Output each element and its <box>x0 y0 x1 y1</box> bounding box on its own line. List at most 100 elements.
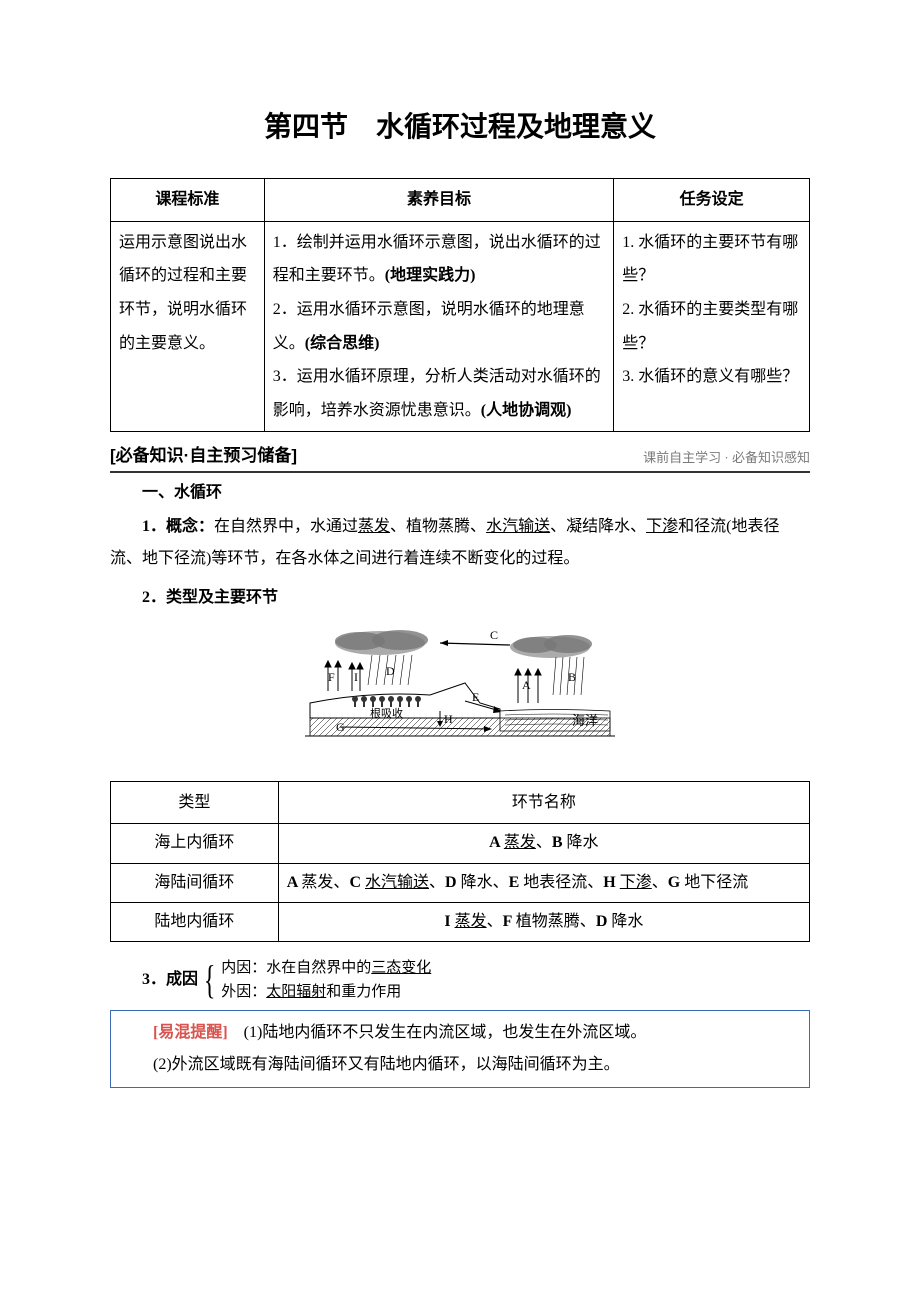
underline-text: 下渗 <box>620 874 652 891</box>
text: 降水 <box>567 834 599 851</box>
label-h: H <box>444 712 453 726</box>
label-b: B <box>568 670 576 684</box>
th-type: 类型 <box>111 781 279 824</box>
text: 植物蒸腾、 <box>516 913 596 930</box>
th-steps: 环节名称 <box>278 781 809 824</box>
label-concept: 1．概念： <box>142 518 214 535</box>
label-i: I <box>354 670 358 684</box>
section-subtitle: 课前自主学习 · 必备知识感知 <box>643 446 810 471</box>
text: 在自然界中，水通过 <box>214 518 358 535</box>
cloud-right <box>510 635 592 658</box>
label-f: F <box>328 670 335 684</box>
text: 内因：水在自然界中的 <box>221 960 371 976</box>
text: 、 <box>652 874 668 891</box>
label-c: C <box>490 628 498 642</box>
underline-text: 下渗 <box>646 518 678 535</box>
td-steps: I 蒸发、F 植物蒸腾、D 降水 <box>278 902 809 941</box>
bold-text: E <box>509 874 524 891</box>
standards-table: 课程标准 素养目标 任务设定 运用示意图说出水循环的过程和主要环节，说明水循环的… <box>110 178 810 432</box>
td-type: 陆地内循环 <box>111 902 279 941</box>
td-standard: 运用示意图说出水循环的过程和主要环节，说明水循环的主要意义。 <box>111 221 265 432</box>
text: 蒸发、 <box>301 874 349 891</box>
underline-text: 水汽输送 <box>486 518 550 535</box>
goal-item: 1．绘制并运用水循环示意图，说出水循环的过程和主要环节。(地理实践力) <box>273 226 606 293</box>
label-d: D <box>386 664 395 678</box>
cause-block: 3．成因 { 内因：水在自然界中的三态变化 外因：太阳辐射和重力作用 <box>110 956 810 1004</box>
text: 外因： <box>221 984 266 1000</box>
cause-lead: 3．成因 <box>142 965 198 995</box>
text: 地表径流、 <box>523 874 603 891</box>
table-row: 海陆间循环A 蒸发、C 水汽输送、D 降水、E 地表径流、H 下渗、G 地下径流 <box>111 863 810 902</box>
text: 、 <box>536 834 552 851</box>
bold-text: A <box>489 834 504 851</box>
bold-text: B <box>552 834 567 851</box>
label-a: A <box>522 678 531 692</box>
cause-line-2: 外因：太阳辐射和重力作用 <box>221 980 431 1004</box>
td-goal: 1．绘制并运用水循环示意图，说出水循环的过程和主要环节。(地理实践力)2．运用水… <box>264 221 614 432</box>
task-item: 1. 水循环的主要环节有哪些？ <box>622 226 801 293</box>
underline-text: 水汽输送 <box>365 874 429 891</box>
cause-lines: 内因：水在自然界中的三态变化 外因：太阳辐射和重力作用 <box>221 956 431 1004</box>
text: 、植物蒸腾、 <box>390 518 486 535</box>
bold-text: C <box>349 874 365 891</box>
bold-text: A <box>287 874 302 891</box>
th-standard: 课程标准 <box>111 179 265 222</box>
td-type: 海陆间循环 <box>111 863 279 902</box>
goal-item: 3．运用水循环原理，分析人类活动对水循环的影响，培养水资源忧患意识。(人地协调观… <box>273 360 606 427</box>
bold-text: I <box>444 913 454 930</box>
table-row: 陆地内循环I 蒸发、F 植物蒸腾、D 降水 <box>111 902 810 941</box>
td-steps: A 蒸发、B 降水 <box>278 824 809 863</box>
cause-line-1: 内因：水在自然界中的三态变化 <box>221 956 431 980</box>
goal-item: 2．运用水循环示意图，说明水循环的地理意义。(综合思维) <box>273 293 606 360</box>
table-header-row: 课程标准 素养目标 任务设定 <box>111 179 810 222</box>
callout-box: [易混提醒] (1)陆地内循环不只发生在内流区域，也发生在外流区域。 (2)外流… <box>110 1010 810 1088</box>
callout-line-2: (2)外流区域既有海陆间循环又有陆地内循环，以海陆间循环为主。 <box>121 1049 799 1081</box>
text: 降水、 <box>461 874 509 891</box>
absorb-label: 根吸收 <box>370 706 403 720</box>
bold-text: D <box>445 874 461 891</box>
underline-text: 蒸发 <box>504 834 536 851</box>
label-e: E <box>472 690 479 704</box>
task-item: 3. 水循环的意义有哪些？ <box>622 360 801 394</box>
text: 、凝结降水、 <box>550 518 646 535</box>
text: 降水 <box>611 913 643 930</box>
text: 和重力作用 <box>326 984 401 1000</box>
cloud-left <box>335 630 428 655</box>
diagram-svg: C D B F I A <box>300 623 620 763</box>
paragraph-concept: 1．概念：在自然界中，水通过蒸发、植物蒸腾、水汽输送、凝结降水、下渗和径流(地表… <box>110 511 810 575</box>
task-item: 2. 水循环的主要类型有哪些？ <box>622 293 801 360</box>
subheading-1: 一、水循环 <box>110 478 810 508</box>
table-header-row: 类型 环节名称 <box>111 781 810 824</box>
th-task: 任务设定 <box>614 179 810 222</box>
underline-text: 太阳辐射 <box>266 984 326 1000</box>
arrow-c-head <box>440 640 448 646</box>
table-row: 运用示意图说出水循环的过程和主要环节，说明水循环的主要意义。 1．绘制并运用水循… <box>111 221 810 432</box>
td-task: 1. 水循环的主要环节有哪些？2. 水循环的主要类型有哪些？3. 水循环的意义有… <box>614 221 810 432</box>
td-steps: A 蒸发、C 水汽输送、D 降水、E 地表径流、H 下渗、G 地下径流 <box>278 863 809 902</box>
arrow-c <box>440 643 510 645</box>
label-g: G <box>336 720 345 734</box>
text: 、 <box>429 874 445 891</box>
water-cycle-diagram: C D B F I A <box>110 623 810 774</box>
callout-tag: [易混提醒] <box>153 1024 228 1041</box>
text: 地下径流 <box>684 874 748 891</box>
text: (1)陆地内循环不只发生在内流区域，也发生在外流区域。 <box>228 1024 647 1041</box>
page-title: 第四节 水循环过程及地理意义 <box>110 100 810 153</box>
bold-text: F <box>503 913 516 930</box>
bold-text: H <box>603 874 619 891</box>
callout-line-1: [易混提醒] (1)陆地内循环不只发生在内流区域，也发生在外流区域。 <box>121 1017 799 1049</box>
text: 、 <box>487 913 503 930</box>
brace-icon: { <box>204 960 216 1000</box>
section-header: [必备知识·自主预习储备] 课前自主学习 · 必备知识感知 <box>110 440 810 470</box>
section-label: [必备知识·自主预习储备] <box>110 446 297 465</box>
td-type: 海上内循环 <box>111 824 279 863</box>
table-row: 海上内循环A 蒸发、B 降水 <box>111 824 810 863</box>
divider-line <box>110 471 810 473</box>
th-goal: 素养目标 <box>264 179 614 222</box>
cycle-types-table: 类型 环节名称 海上内循环A 蒸发、B 降水海陆间循环A 蒸发、C 水汽输送、D… <box>110 781 810 943</box>
bold-text: G <box>668 874 684 891</box>
underline-text: 三态变化 <box>371 960 431 976</box>
subheading-types: 2．类型及主要环节 <box>110 583 810 613</box>
underline-text: 蒸发 <box>455 913 487 930</box>
bold-text: D <box>596 913 612 930</box>
